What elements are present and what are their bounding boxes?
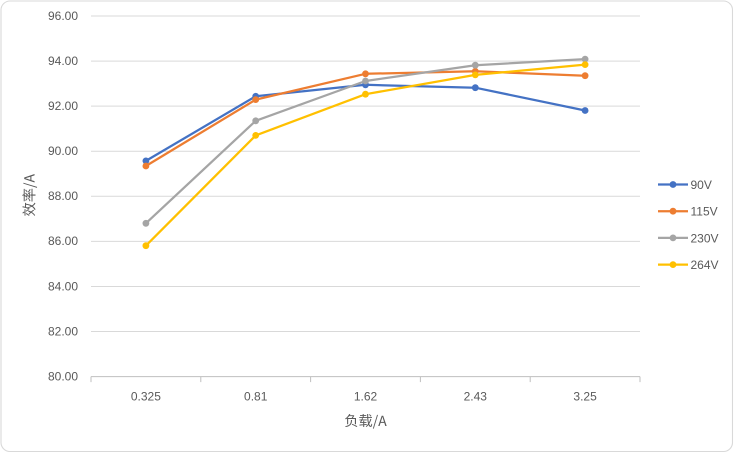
svg-text:3.25: 3.25 xyxy=(573,390,597,404)
svg-text:0.325: 0.325 xyxy=(131,390,161,404)
svg-text:264V: 264V xyxy=(691,258,719,272)
svg-text:115V: 115V xyxy=(691,205,718,219)
svg-text:90.00: 90.00 xyxy=(48,144,78,158)
svg-text:2.43: 2.43 xyxy=(464,390,488,404)
svg-text:94.00: 94.00 xyxy=(48,54,78,68)
svg-text:96.00: 96.00 xyxy=(48,9,78,23)
svg-text:82.00: 82.00 xyxy=(48,324,78,338)
svg-text:92.00: 92.00 xyxy=(48,99,78,113)
svg-text:1.62: 1.62 xyxy=(354,390,378,404)
svg-text:90V: 90V xyxy=(691,178,712,192)
svg-text:84.00: 84.00 xyxy=(48,279,78,293)
svg-text:88.00: 88.00 xyxy=(48,189,78,203)
svg-text:80.00: 80.00 xyxy=(48,369,78,383)
svg-text:230V: 230V xyxy=(691,231,719,245)
svg-text:86.00: 86.00 xyxy=(48,234,78,248)
svg-text:0.81: 0.81 xyxy=(244,390,268,404)
